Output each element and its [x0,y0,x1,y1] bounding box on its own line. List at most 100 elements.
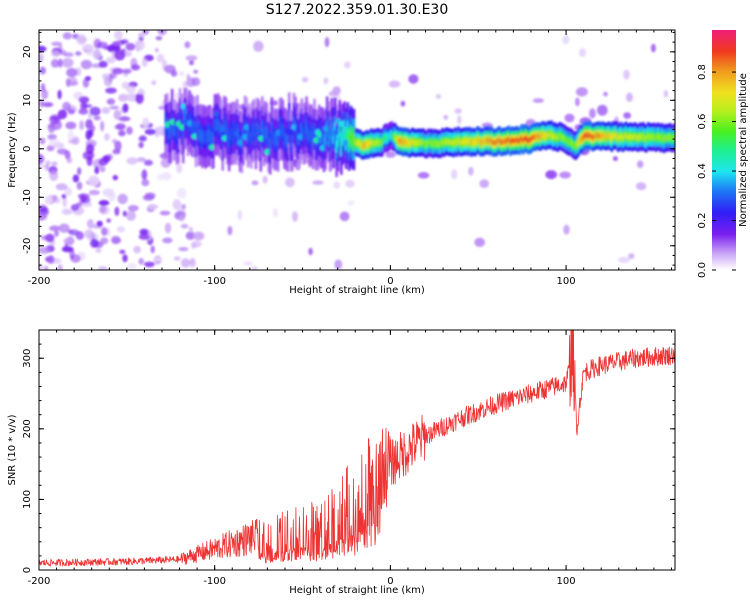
ridge-cell [354,139,357,145]
noise-blob [56,148,68,155]
ridge-cell [540,132,544,138]
noise-blob [78,108,89,115]
noise-blob [388,80,401,88]
colorbar-tick-label: 0.6 [697,114,708,130]
noise-blob [114,49,126,61]
noise-blob [100,237,109,245]
ridge-cell [553,133,557,139]
ridge-cell [533,134,536,140]
noise-blob [143,159,153,166]
ridge-cell [499,139,503,145]
ridge-cell [574,143,577,149]
ridge-cell [525,135,528,142]
noise-blob [138,136,147,142]
spectrogram-frame [38,29,676,271]
noise-blob [178,247,189,252]
ridge-cell [169,126,172,139]
ridge-cell [634,133,637,139]
ridge-cell [305,121,308,133]
ridge-cell [417,139,421,146]
y-tick-label: 0 [22,567,33,573]
ridge-cell [367,142,370,148]
ridge-cell [616,135,620,141]
noise-blob [152,257,163,262]
ridge-cell [444,139,447,145]
ridge-cell [216,117,220,130]
noise-blob [62,32,72,40]
spectrogram-y-ticks: -20 -10 0 10 20 [22,31,675,266]
ridge-cell [397,138,400,144]
ridge-cell [586,133,590,139]
ridge-cell [229,128,232,141]
noise-blob [84,76,92,81]
ridge-cell [545,133,549,139]
noise-blob [109,105,120,110]
ridge-cell [487,137,490,143]
ridge-cell [504,138,508,145]
noise-blob [77,167,82,176]
ridge-cell [461,139,465,145]
noise-blob [154,47,159,53]
ridge-cell [272,131,275,144]
ridge-cell [264,125,267,138]
noise-blob [575,97,580,107]
noise-blob [93,49,102,60]
noise-blob [94,166,100,175]
ridge-cell [302,128,305,141]
noise-blob [144,192,156,199]
y-tick-label: -10 [22,189,33,205]
ridge-cell [559,133,563,140]
ridge-cell [661,134,664,140]
ridge-cell [267,136,270,148]
noise-blob [347,200,355,206]
ridge-cell [341,128,345,141]
noise-blob [151,80,157,86]
ridge-cell [640,134,644,140]
noise-blob [189,60,194,66]
noise-blob [189,258,196,268]
noise-blob [597,104,608,116]
ridge-cell [439,141,443,147]
noise-blob [111,235,121,245]
noise-blob [48,138,61,147]
ridge-cell [406,139,409,145]
noise-blob [126,210,136,221]
ridge-cell [175,128,179,140]
noise-blob [51,50,61,58]
noise-blob [545,170,557,180]
noise-blob [118,130,126,137]
noise-blob [138,141,144,149]
noise-blob [58,223,70,233]
noise-blob [179,71,185,77]
snr-marks [39,330,675,567]
noise-blob [141,57,148,68]
noise-blob [70,204,80,211]
ridge-cell [446,138,449,144]
ridge-cell [588,132,591,138]
noise-blob [589,108,596,119]
noise-blob [62,196,67,208]
ridge-cell [208,129,212,142]
ridge-cell [435,140,438,147]
noise-blob [62,101,71,111]
noise-blob [133,245,142,254]
noise-blob [251,180,259,186]
noise-blob [180,223,189,229]
noise-blob [78,96,90,104]
ridge-cell [273,134,277,146]
ridge-cell [438,141,441,147]
noise-blob [137,89,144,95]
ridge-cell [276,135,280,148]
noise-blob [181,204,186,210]
ridge-cell [360,143,364,149]
ridge-cell [291,134,294,147]
spectrogram-x-ticks: -200 -100 0 100 [28,30,672,287]
noise-blob [141,179,150,187]
ridge-cell [311,132,315,145]
ridge-cell [621,135,625,141]
noise-blob [334,259,343,270]
ridge-cell [337,134,340,147]
noise-blob [88,175,100,187]
ridge-cell [485,138,489,144]
ridge-cell [653,133,656,140]
